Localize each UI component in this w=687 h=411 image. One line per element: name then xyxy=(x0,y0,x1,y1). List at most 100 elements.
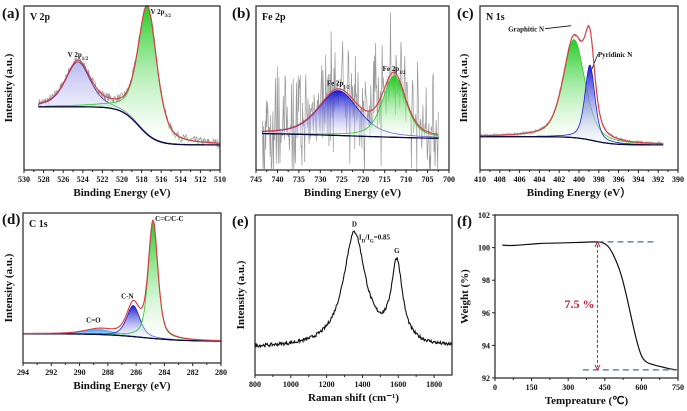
pointer-arrow xyxy=(591,53,599,70)
x-tick-label: 286 xyxy=(130,368,142,377)
x-tick-label: 406 xyxy=(514,175,526,184)
x-tick-label: 800 xyxy=(249,380,261,389)
band-label: G xyxy=(394,247,400,255)
x-tick-label: 400 xyxy=(573,175,585,184)
ratio-part: /I xyxy=(364,234,370,242)
x-axis-label: Raman shift (cm⁻¹) xyxy=(308,392,399,404)
y-axis-label: Intensity (a.u.) xyxy=(3,53,15,122)
band-label: D xyxy=(352,221,357,229)
x-tick-label: 1400 xyxy=(354,380,370,389)
x-tick-label: 524 xyxy=(77,175,89,184)
ratio-part: I xyxy=(359,234,362,242)
y-tick-label: 94 xyxy=(482,341,490,350)
x-tick-label: 1800 xyxy=(426,380,442,389)
x-tick-label: 730 xyxy=(314,175,326,184)
x-tick-label: 284 xyxy=(158,368,170,377)
y-tick-label: 100 xyxy=(478,244,490,253)
panel-title: V 2p xyxy=(30,12,51,23)
x-tick-label: 740 xyxy=(271,175,283,184)
panel-a: (a) V 2p Binding Energy (eV) Intensity (a.u… xyxy=(2,4,226,199)
x-tick-label: 1600 xyxy=(390,380,406,389)
background-line xyxy=(23,333,221,342)
x-tick-label: 290 xyxy=(74,368,86,377)
peak-label-subscript: 1/2 xyxy=(343,85,350,90)
x-tick-label: 528 xyxy=(38,175,50,184)
y-axis-label: Intensity (a.u.) xyxy=(235,260,247,329)
panel-title: C 1s xyxy=(29,219,48,230)
y-tick-label: 96 xyxy=(482,309,490,318)
y-tick-label: 98 xyxy=(482,276,490,285)
x-tick-label: 735 xyxy=(293,175,305,184)
tga-curve xyxy=(502,241,677,371)
envelope-fit xyxy=(480,25,664,145)
ratio-part: =0.85 xyxy=(374,234,391,242)
x-tick-label: 396 xyxy=(613,175,625,184)
x-tick-label: 390 xyxy=(672,175,684,184)
x-tick-label: 700 xyxy=(443,175,455,184)
peak-label: V 2p1/2 xyxy=(68,51,89,62)
y-axis-label: Weight (%) xyxy=(459,269,471,324)
x-tick-label: 398 xyxy=(593,175,605,184)
panel-f: (f) Tempreature (℃) Weight (%) 0 150 300 450 60… xyxy=(457,211,684,407)
x-tick-label: 512 xyxy=(194,175,206,184)
panel-c: (c) N 1s Binding Energy (eV） Intensity (a.u… xyxy=(457,5,684,199)
background-line xyxy=(480,136,664,146)
x-tick-label: 516 xyxy=(155,175,167,184)
x-tick-label: 1000 xyxy=(283,380,299,389)
y-axis-label: Intensity (a.u.) xyxy=(458,53,470,122)
peak-label-subscript: 1/2 xyxy=(82,56,89,61)
peak-label-text: V 2p xyxy=(150,8,164,16)
x-tick-label: 392 xyxy=(652,175,664,184)
peak-label: C-N xyxy=(121,292,133,300)
background-line xyxy=(38,106,220,146)
x-tick-label: 1200 xyxy=(319,380,335,389)
plot-frame xyxy=(254,214,453,376)
x-axis-label: Binding Energy (eV) xyxy=(73,187,171,199)
panel-label: (c) xyxy=(457,6,474,22)
peak-label-text: C-N xyxy=(121,292,133,300)
x-tick-label: 750 xyxy=(672,383,684,392)
x-tick-label: 150 xyxy=(526,383,538,392)
x-tick-label: 450 xyxy=(599,383,611,392)
panel-title: Fe 2p xyxy=(262,12,286,23)
y-axis-label: Intensity (a.u.) xyxy=(3,253,15,322)
x-tick-label: 710 xyxy=(400,175,412,184)
x-tick-label: 408 xyxy=(494,175,506,184)
x-tick-label: 402 xyxy=(553,175,565,184)
x-tick-label: 514 xyxy=(175,175,187,184)
peak-label-text: C=O xyxy=(86,317,101,325)
x-tick-label: 292 xyxy=(45,368,57,377)
x-axis-label: Binding Energy (eV) xyxy=(304,187,402,199)
x-tick-label: 526 xyxy=(57,175,69,184)
x-tick-label: 520 xyxy=(116,175,128,184)
envelope-fit xyxy=(23,219,222,342)
x-tick-label: 294 xyxy=(17,368,29,377)
y-tick-label: 92 xyxy=(482,374,490,383)
plot-frame xyxy=(22,212,222,364)
plot-frame xyxy=(479,5,679,171)
peak-label-text: Pyridinic N xyxy=(598,51,632,59)
x-tick-label: 282 xyxy=(187,368,199,377)
peak-label: Fe 2p3/2 xyxy=(383,65,406,76)
x-tick-label: 510 xyxy=(214,175,226,184)
peak-label-text: V 2p xyxy=(68,51,82,59)
peak-label-text: C=C/C-C xyxy=(155,215,184,223)
panel-label: (a) xyxy=(2,6,20,22)
panel-e: (e) Raman shift (cm⁻¹) Intensity (a.u.) 800… xyxy=(232,214,453,404)
arrow-head-icon xyxy=(594,364,601,371)
x-tick-label: 394 xyxy=(632,175,644,184)
fitted-peak xyxy=(101,222,205,342)
x-axis-label: Binding Energy (eV） xyxy=(527,186,632,199)
x-tick-label: 288 xyxy=(102,368,114,377)
x-tick-label: 530 xyxy=(18,175,30,184)
x-tick-label: 725 xyxy=(336,175,348,184)
peak-label: C=O xyxy=(86,317,101,325)
peak-label: Graphitic N xyxy=(508,26,544,34)
peak-label-text: Fe 2p xyxy=(383,65,400,73)
peak-label-text: Fe 2p xyxy=(327,80,344,88)
y-tick-label: 102 xyxy=(478,211,490,220)
raman-spectrum xyxy=(254,230,453,349)
intensity-ratio-label: ID/IG=0.85 xyxy=(359,234,391,245)
panel-title: N 1s xyxy=(486,12,505,23)
